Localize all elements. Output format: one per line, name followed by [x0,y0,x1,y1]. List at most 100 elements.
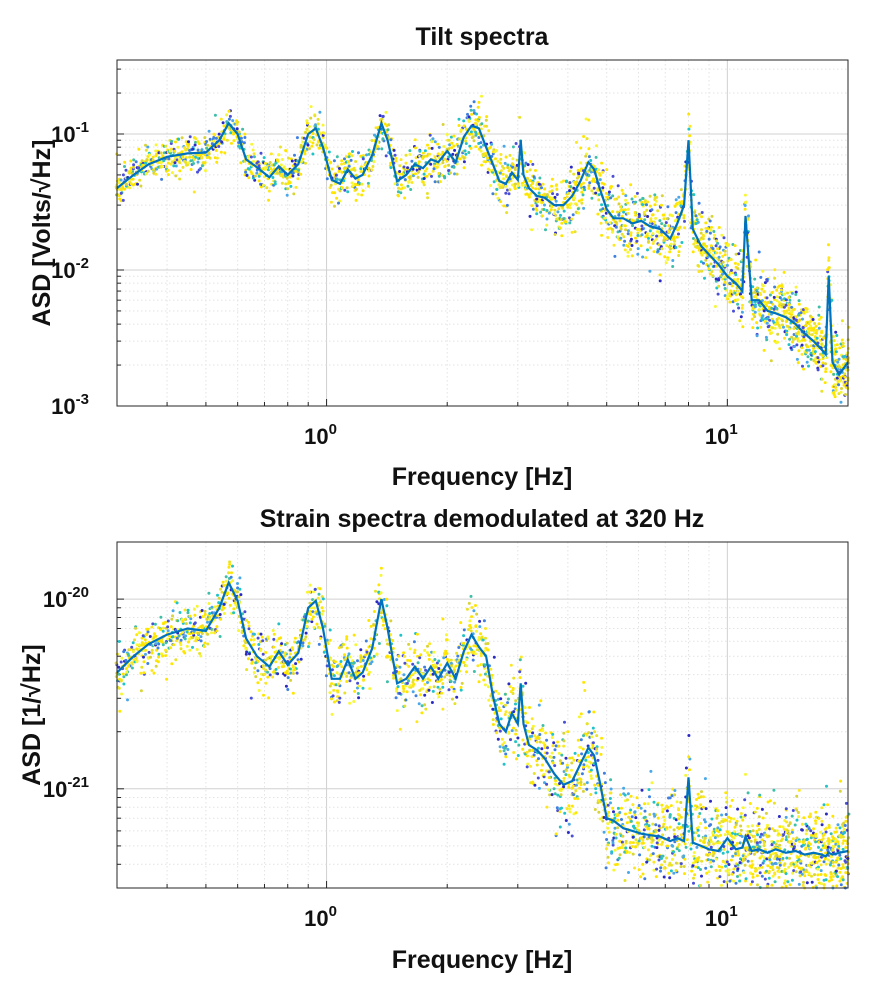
scatter-point [636,234,640,237]
scatter-point [567,773,571,777]
scatter-point [579,745,583,749]
scatter-point [631,835,635,839]
scatter-point [433,180,437,184]
scatter-point [815,331,818,335]
scatter-point [531,207,535,211]
scatter-point [683,219,686,223]
scatter-point [574,181,578,184]
scatter-point [832,339,836,343]
x-tick-label: 100 [304,421,337,449]
scatter-point [321,609,325,613]
scatter-point [479,141,483,145]
scatter-point [501,743,505,747]
scatter-point [581,747,585,751]
scatter-point [623,248,627,252]
scatter-point [214,149,218,152]
scatter-point [709,244,713,248]
scatter-point [623,850,627,854]
scatter-point [565,179,568,183]
scatter-point [261,664,265,668]
scatter-point [518,658,522,662]
scatter-point [459,621,463,625]
scatter-point [316,117,320,121]
scatter-point [257,174,261,178]
scatter-point [256,659,260,663]
scatter-point [599,208,602,212]
scatter-point [328,628,332,632]
scatter-point [812,347,815,350]
scatter-point [639,875,643,879]
scatter-point [252,638,256,642]
scatter-point [408,153,412,156]
scatter-point [621,843,625,847]
scatter-point [728,300,732,304]
scatter-point [568,810,572,814]
scatter-point [759,293,763,296]
scatter-point [402,651,406,655]
scatter-point [381,623,385,627]
scatter-point [203,609,207,613]
scatter-point [351,184,355,188]
scatter-point [442,175,446,178]
scatter-point [395,709,399,713]
scatter-point [246,167,250,171]
scatter-point [188,621,192,625]
scatter-point [161,629,165,633]
scatter-point [462,166,466,170]
scatter-point [378,114,382,118]
scatter-point [617,202,621,206]
scatter-point [759,325,763,329]
scatter-point [817,360,821,364]
scatter-point [797,313,801,317]
scatter-point [596,758,600,762]
scatter-point [579,783,583,787]
scatter-point [620,214,624,218]
scatter-point [121,672,125,676]
scatter-point [580,198,584,202]
scatter-point [765,317,769,321]
scatter-point [196,160,200,164]
scatter-point [249,155,253,159]
scatter-point [320,595,324,599]
scatter-point [665,237,669,241]
scatter-point [447,659,451,663]
scatter-point [829,364,833,368]
scatter-point [633,195,637,198]
scatter-point [613,816,617,820]
scatter-point [515,158,519,162]
scatter-point [812,352,816,356]
scatter-point [268,161,272,164]
scatter-point [765,296,769,300]
scatter-point [353,689,357,693]
scatter-point [807,364,810,368]
scatter-point [164,144,168,148]
scatter-point [492,180,496,184]
scatter-point [548,190,552,194]
scatter-point [668,250,672,254]
scatter-point [808,324,812,328]
scatter-point [555,183,558,187]
scatter-point [590,189,594,193]
scatter-point [784,320,788,323]
scatter-point [535,204,539,208]
scatter-point [798,339,802,343]
scatter-point [441,151,445,155]
scatter-point [679,204,683,208]
scatter-point [623,224,627,228]
scatter-point [335,196,339,200]
scatter-point [506,701,510,705]
scatter-point [792,327,796,331]
scatter-point [380,117,384,121]
scatter-point [408,175,412,179]
scatter-point [595,747,599,751]
scatter-point [821,357,825,360]
scatter-point [369,637,373,641]
scatter-point [790,291,794,295]
scatter-point [600,745,604,749]
scatter-point [841,344,845,348]
scatter-point [545,751,549,755]
scatter-point [587,155,591,159]
scatter-point [671,214,674,218]
scatter-point [734,273,738,277]
